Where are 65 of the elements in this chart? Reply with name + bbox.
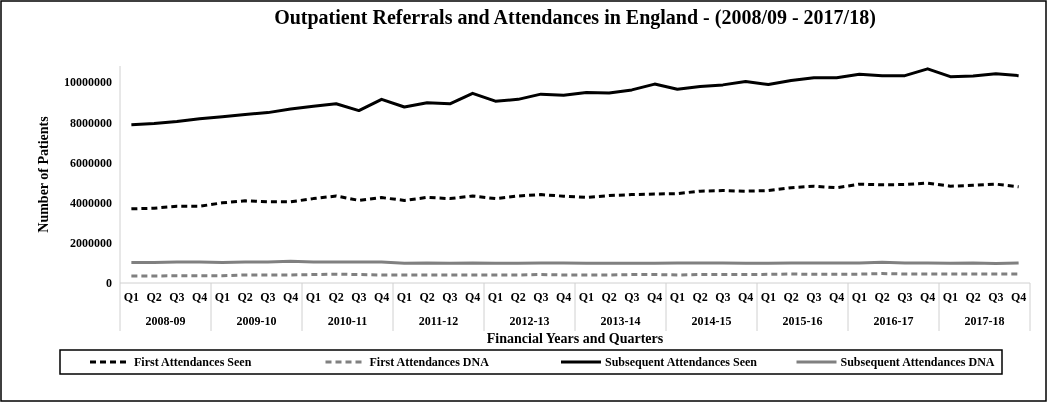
x-tick-label: Q3: [169, 289, 185, 304]
x-tick-label: Q1: [760, 289, 777, 304]
x-tick-label: Q1: [669, 289, 686, 304]
x-axis-title: Financial Years and Quarters: [486, 331, 664, 346]
text: 2013-14: [600, 314, 641, 328]
x-tick-label: Q1: [851, 289, 868, 304]
x-tick-label: Q2: [692, 289, 708, 304]
x-tick-label: Q4: [191, 289, 208, 304]
y-axis-title: Number of Patients: [36, 115, 51, 233]
legend-label: Subsequent Attendances Seen: [605, 355, 758, 369]
x-tick-label: Q4: [646, 289, 663, 304]
x-tick-label: Q4: [282, 289, 299, 304]
x-tick-label: Q2: [510, 289, 526, 304]
y-tick-label: 6000000: [70, 155, 112, 170]
x-tick-label: Q4: [555, 289, 572, 304]
chart-title: Outpatient Referrals and Attendances in England - (2008/09 - 2017/18): [274, 6, 876, 29]
x-tick-label: Q4: [737, 289, 754, 304]
legend-label: First Attendances DNA: [369, 355, 490, 369]
y-tick-label: 10000000: [64, 75, 112, 90]
text: 2010-11: [327, 314, 368, 328]
x-tick-label: Q3: [351, 289, 367, 304]
x-tick-label: Q4: [1010, 289, 1027, 304]
x-tick-label: Q3: [897, 289, 913, 304]
x-tick-label: Q2: [146, 289, 162, 304]
line-series: [129, 181, 1021, 211]
x-tick-label: Q2: [874, 289, 890, 304]
x-tick-label: Q1: [123, 289, 140, 304]
x-tick-label: Q3: [806, 289, 822, 304]
text: 2014-15: [691, 314, 732, 328]
x-tick-label: Q4: [919, 289, 936, 304]
x-tick-label: Q1: [214, 289, 231, 304]
y-tick-label: 2000000: [70, 236, 112, 251]
x-tick-label: Q3: [260, 289, 276, 304]
x-tick-label: Q3: [715, 289, 731, 304]
y-tick-label: 4000000: [70, 195, 112, 210]
text: 2015-16: [782, 314, 823, 328]
x-tick-label: Q4: [828, 289, 845, 304]
y-tick-label: 8000000: [70, 115, 112, 130]
x-tick-label: Q3: [533, 289, 549, 304]
x-tick-label: Q3: [442, 289, 458, 304]
text: 2016-17: [873, 314, 914, 328]
text: 2009-10: [236, 314, 277, 328]
x-tick-label: Q4: [464, 289, 481, 304]
x-tick-label: Q2: [601, 289, 617, 304]
x-tick-label: Q2: [965, 289, 981, 304]
x-tick-label: Q3: [988, 289, 1004, 304]
x-tick-label: Q2: [237, 289, 253, 304]
x-tick-label: Q3: [624, 289, 640, 304]
x-tick-label: Q1: [487, 289, 504, 304]
text: 2011-12: [418, 314, 459, 328]
line-series: [129, 67, 1021, 127]
x-tick-label: Q1: [305, 289, 322, 304]
text: 2012-13: [509, 314, 550, 328]
x-tick-label: Q2: [783, 289, 799, 304]
x-tick-label: Q2: [419, 289, 435, 304]
x-tick-label: Q4: [373, 289, 390, 304]
x-tick-label: Q2: [328, 289, 344, 304]
legend-label: First Attendances Seen: [134, 355, 252, 369]
x-tick-label: Q1: [942, 289, 959, 304]
x-tick-label: Q1: [396, 289, 413, 304]
text: 2017-18: [964, 314, 1005, 328]
y-tick-label: 0: [106, 276, 112, 291]
text: 2008-09: [145, 314, 186, 328]
x-tick-label: Q1: [578, 289, 595, 304]
legend-label: Subsequent Attendances DNA: [840, 355, 995, 369]
